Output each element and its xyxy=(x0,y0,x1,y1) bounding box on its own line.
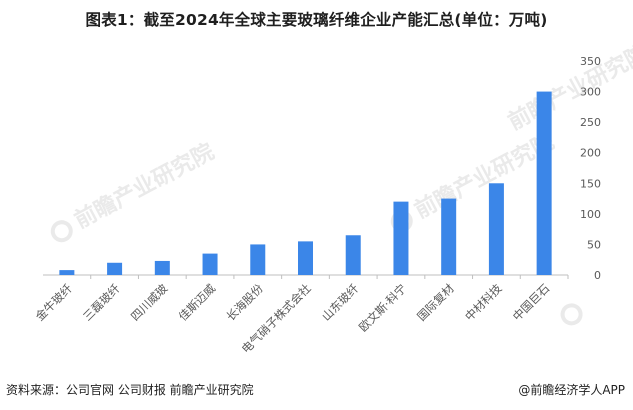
x-tick-label: 欧文斯·科宁 xyxy=(356,281,409,334)
bar xyxy=(107,262,123,275)
bar xyxy=(250,244,266,275)
x-tick-label: 中材科技 xyxy=(462,281,505,324)
bar xyxy=(202,253,218,275)
y-tick-label: 350 xyxy=(580,55,601,68)
bar xyxy=(345,235,361,275)
brand-label: @前瞻经济学人APP xyxy=(518,383,625,397)
source-note: 资料来源：公司官网 公司财报 前瞻产业研究院 xyxy=(6,383,254,397)
y-tick-label: 300 xyxy=(580,86,601,99)
x-tick-label: 四川威玻 xyxy=(128,281,171,324)
bar xyxy=(441,198,457,275)
x-tick-label: 长海股份 xyxy=(223,281,266,324)
y-tick-label: 0 xyxy=(594,269,601,282)
x-tick-label: 三磊玻纤 xyxy=(80,281,123,324)
bar xyxy=(154,260,170,275)
bar xyxy=(488,183,504,275)
chart-title: 图表1：截至2024年全球主要玻璃纤维企业产能汇总(单位：万吨) xyxy=(85,11,548,29)
bar xyxy=(393,201,409,275)
y-tick-label: 200 xyxy=(580,147,601,160)
x-tick-label: 山东玻纤 xyxy=(319,281,362,324)
y-tick-label: 50 xyxy=(587,238,601,251)
x-tick-label: 国际复材 xyxy=(414,281,457,324)
y-tick-label: 250 xyxy=(580,116,601,129)
x-tick-label: 金牛玻纤 xyxy=(33,281,76,324)
bar xyxy=(59,270,75,275)
y-tick-label: 150 xyxy=(580,177,601,190)
x-tick-label: 中国巨石 xyxy=(510,281,552,323)
bar xyxy=(298,241,313,275)
bar xyxy=(536,91,552,275)
y-tick-label: 100 xyxy=(580,208,601,221)
x-tick-label: 佳斯迈威 xyxy=(176,281,219,324)
